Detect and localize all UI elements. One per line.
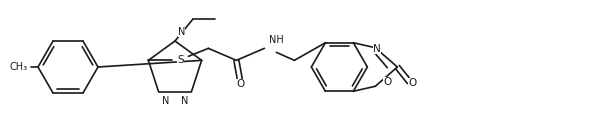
Text: CH₃: CH₃ <box>10 62 28 72</box>
Text: NH: NH <box>269 35 284 45</box>
Text: O: O <box>236 79 245 89</box>
Text: O: O <box>383 77 392 87</box>
Text: O: O <box>408 78 416 88</box>
Text: N: N <box>373 44 381 54</box>
Text: N: N <box>162 96 169 106</box>
Text: S: S <box>177 55 184 65</box>
Text: N: N <box>178 27 185 37</box>
Text: N: N <box>181 96 188 106</box>
